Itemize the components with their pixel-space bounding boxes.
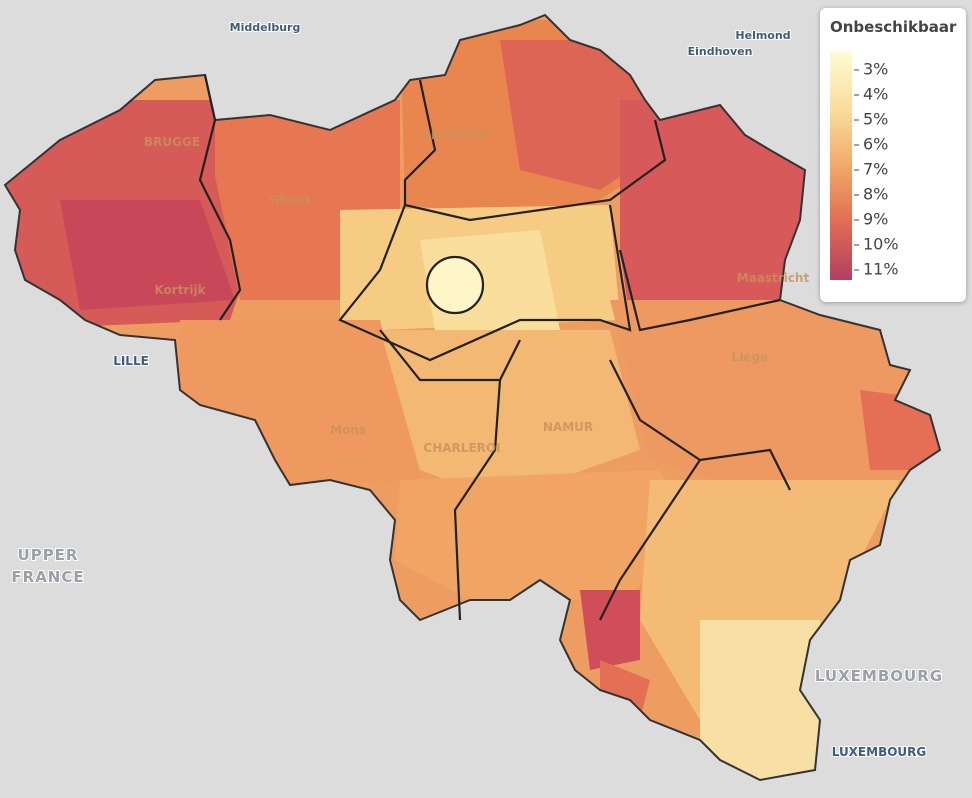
- legend-tick-label: 6%: [863, 135, 888, 154]
- legend-tick-label: 3%: [863, 60, 888, 79]
- color-bar: [830, 52, 852, 280]
- place-label: LILLE: [113, 354, 149, 368]
- legend-title: Onbeschikbaar: [830, 18, 957, 36]
- place-label: Middelburg: [230, 21, 301, 34]
- legend-tick-label: 8%: [863, 185, 888, 204]
- place-label: NAMUR: [543, 420, 593, 434]
- legend-svg: Onbeschikbaar 3% 4% 5% 6% 7% 8% 9% 10% 11%: [830, 18, 957, 280]
- place-label: FRANCE: [11, 568, 84, 586]
- place-label: Maastricht: [737, 271, 810, 285]
- place-label: Kortrijk: [154, 283, 206, 297]
- place-label: UPPER: [18, 546, 79, 564]
- legend-tick-label: 4%: [863, 85, 888, 104]
- place-label: Helmond: [735, 29, 790, 42]
- place-label: BRUGGE: [144, 135, 200, 149]
- legend-tick-label: 7%: [863, 160, 888, 179]
- legend-tick-label: 10%: [863, 235, 899, 254]
- place-label: ANTWERP: [422, 128, 489, 142]
- legend-tick-label: 11%: [863, 260, 899, 279]
- place-label: Ghent: [270, 193, 311, 207]
- place-label: LUXEMBOURG: [815, 667, 943, 685]
- place-label: LUXEMBOURG: [832, 745, 927, 759]
- place-label: Mons: [330, 423, 366, 437]
- legend: Onbeschikbaar 3% 4% 5% 6% 7% 8% 9% 10% 11%: [820, 8, 966, 302]
- province-borders: [198, 74, 791, 621]
- place-label: CHARLEROI: [423, 441, 500, 455]
- place-label: Liège: [732, 350, 769, 364]
- legend-tick-label: 9%: [863, 210, 888, 229]
- place-label: Eindhoven: [688, 45, 753, 58]
- legend-tick-label: 5%: [863, 110, 888, 129]
